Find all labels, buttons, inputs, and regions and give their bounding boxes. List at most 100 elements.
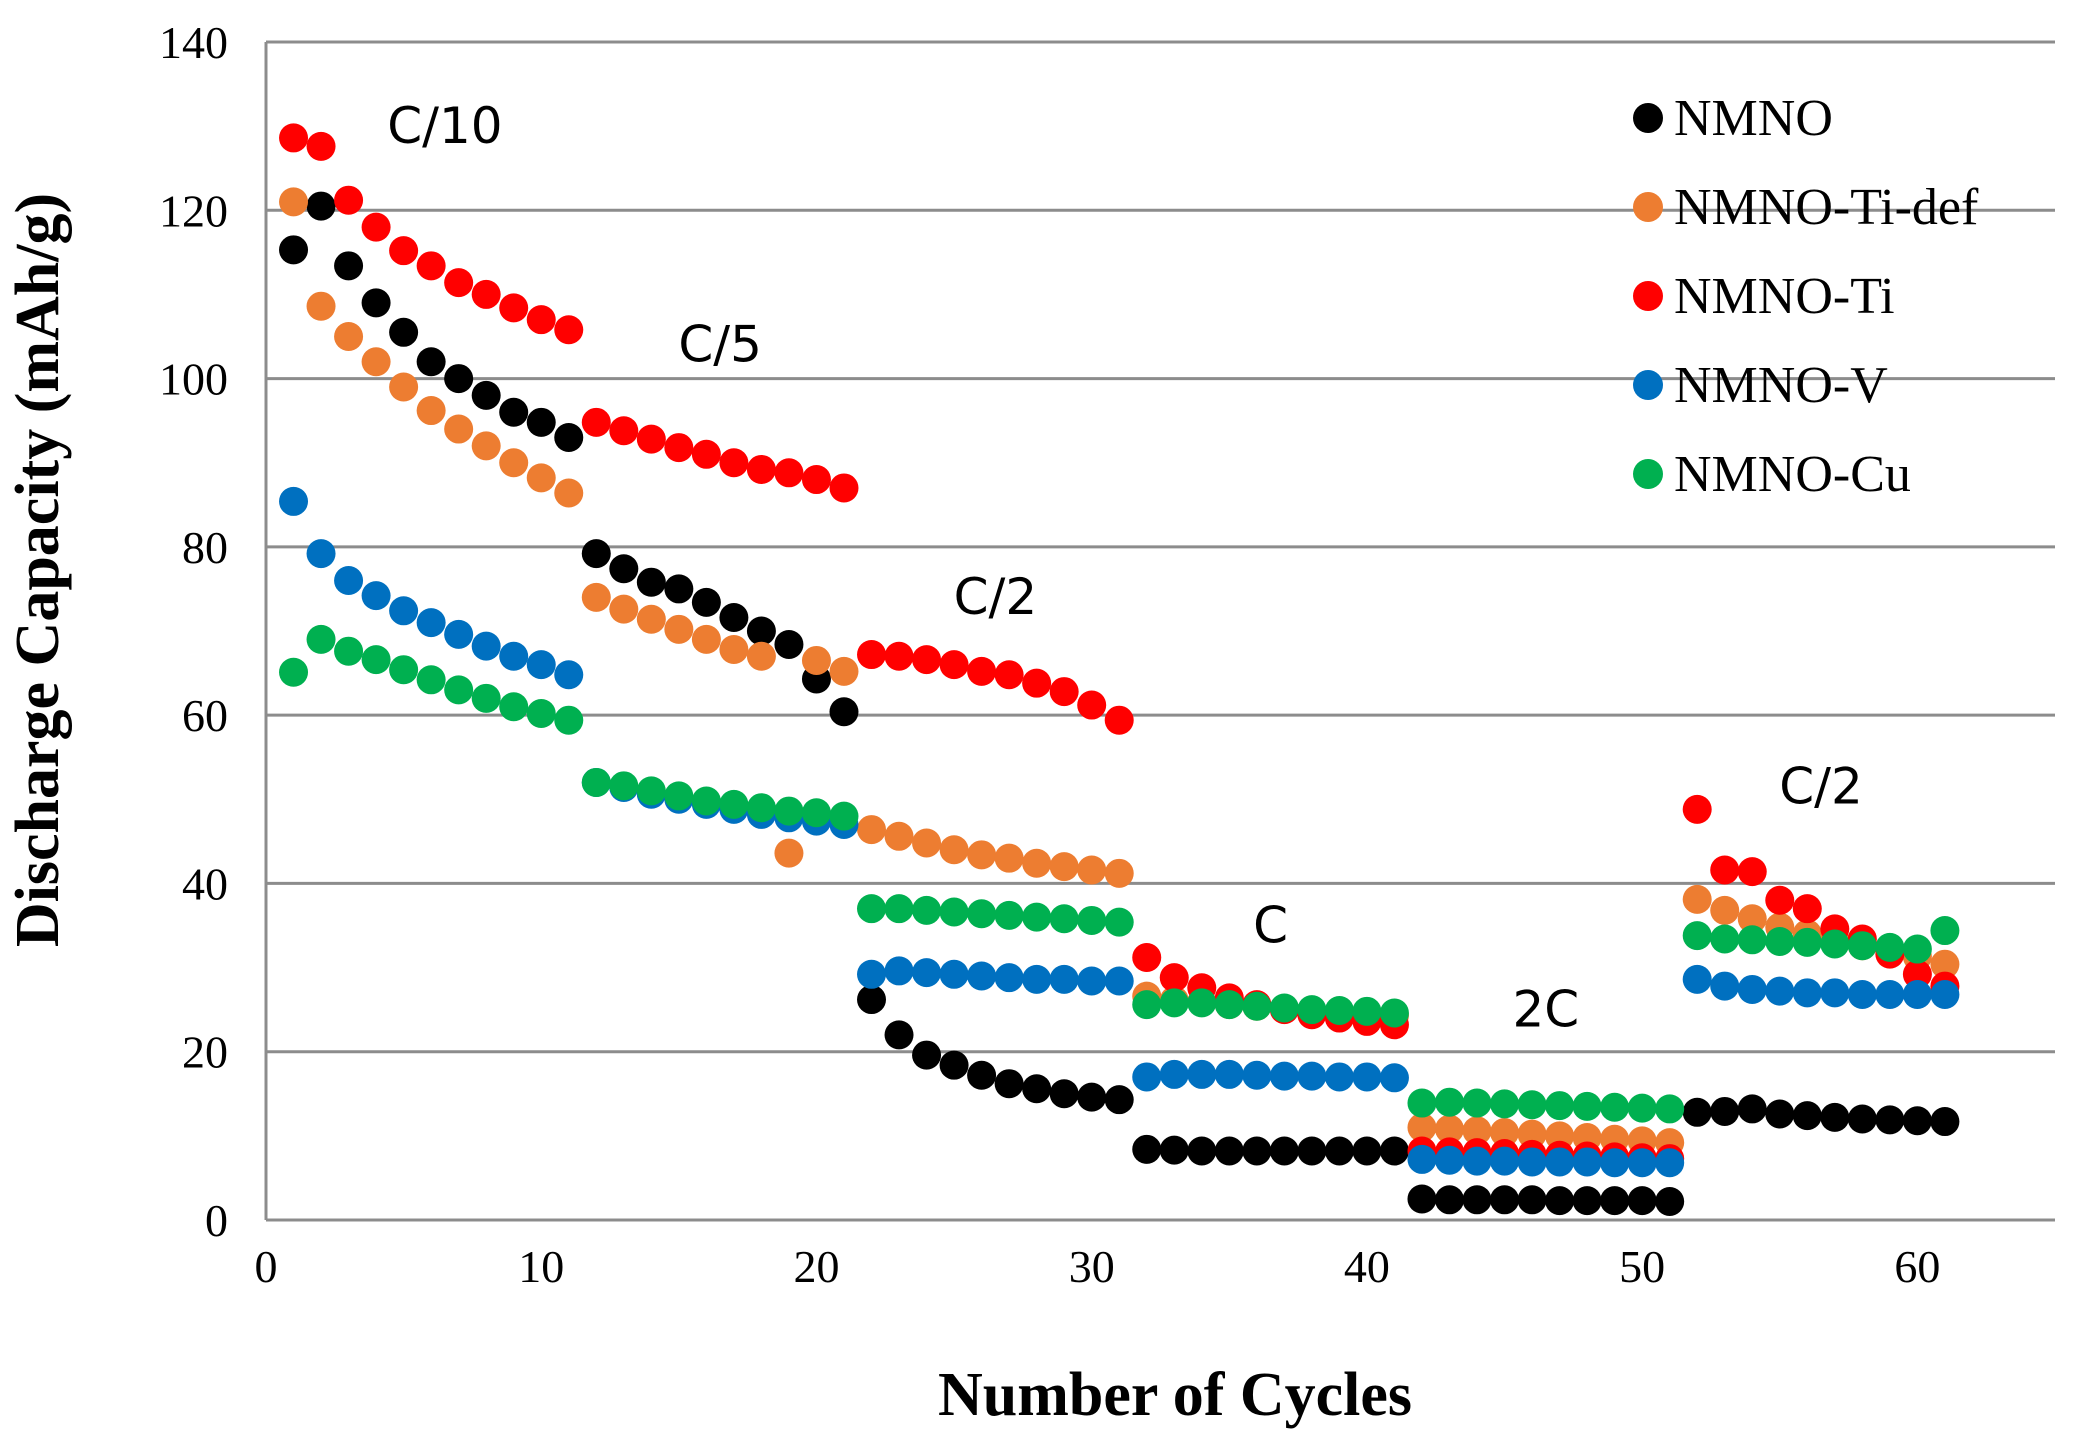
data-point <box>939 897 969 927</box>
rate-annotation: C/10 <box>387 97 502 155</box>
data-point <box>1104 705 1134 735</box>
data-point <box>1792 894 1822 924</box>
data-point <box>939 959 969 989</box>
x-tick-label: 10 <box>518 1241 564 1292</box>
data-point <box>719 448 749 478</box>
legend-marker <box>1633 370 1663 400</box>
data-point <box>912 645 942 675</box>
data-point <box>526 650 556 680</box>
y-tick-label: 40 <box>182 858 228 909</box>
legend-marker <box>1633 192 1663 222</box>
data-point <box>774 838 804 868</box>
data-point <box>1572 1091 1602 1121</box>
data-point <box>857 815 887 845</box>
data-point <box>1902 979 1932 1009</box>
data-point <box>526 463 556 493</box>
data-point <box>444 619 474 649</box>
data-point <box>554 422 584 452</box>
data-point <box>1214 1136 1244 1166</box>
data-point <box>1159 1059 1189 1089</box>
data-point <box>1627 1093 1657 1123</box>
data-point <box>967 899 997 929</box>
y-tick-label: 60 <box>182 690 228 741</box>
data-point <box>636 604 666 634</box>
data-point <box>774 629 804 659</box>
data-point <box>994 900 1024 930</box>
data-point <box>306 539 336 569</box>
data-point <box>1737 857 1767 887</box>
data-point <box>554 315 584 345</box>
data-point <box>1902 934 1932 964</box>
data-point <box>499 448 529 478</box>
data-point <box>746 454 776 484</box>
data-point <box>416 251 446 281</box>
legend-marker <box>1633 459 1663 489</box>
data-point <box>526 407 556 437</box>
y-tick-label: 0 <box>205 1195 228 1246</box>
data-point <box>1407 1088 1437 1118</box>
y-tick-label: 100 <box>159 354 228 405</box>
x-tick-label: 0 <box>255 1241 278 1292</box>
data-point <box>1214 990 1244 1020</box>
data-point <box>499 641 529 671</box>
data-point <box>1022 668 1052 698</box>
x-tick-label: 40 <box>1344 1241 1390 1292</box>
data-point <box>471 431 501 461</box>
data-point <box>554 660 584 690</box>
data-point <box>1627 1148 1657 1178</box>
data-point <box>471 631 501 661</box>
data-point <box>361 347 391 377</box>
data-point <box>1049 1079 1079 1109</box>
data-point <box>967 656 997 686</box>
data-point <box>1600 1092 1630 1122</box>
data-point <box>719 635 749 665</box>
data-point <box>1490 1185 1520 1215</box>
data-point <box>1049 964 1079 994</box>
data-point <box>361 581 391 611</box>
data-point <box>719 789 749 819</box>
data-point <box>884 894 914 924</box>
data-point <box>1820 929 1850 959</box>
data-point <box>1737 1094 1767 1124</box>
data-point <box>1104 858 1134 888</box>
data-point <box>1710 971 1740 1001</box>
data-point <box>1159 963 1189 993</box>
data-point <box>994 660 1024 690</box>
y-tick-label: 80 <box>182 522 228 573</box>
data-point <box>967 840 997 870</box>
data-point <box>1159 1135 1189 1165</box>
data-point <box>1875 932 1905 962</box>
data-point <box>967 961 997 991</box>
data-point <box>1875 979 1905 1009</box>
data-point <box>829 473 859 503</box>
data-point <box>1462 1146 1492 1176</box>
rate-annotation: 2C <box>1512 980 1579 1038</box>
data-point <box>1847 979 1877 1009</box>
data-point <box>1104 907 1134 937</box>
data-point <box>1517 1147 1547 1177</box>
data-point <box>1765 976 1795 1006</box>
data-point <box>581 407 611 437</box>
data-point <box>1517 1090 1547 1120</box>
data-point <box>279 187 309 217</box>
data-point <box>1765 1099 1795 1129</box>
data-point <box>1022 1074 1052 1104</box>
data-point <box>1159 988 1189 1018</box>
data-point <box>471 279 501 309</box>
data-point <box>1930 916 1960 946</box>
data-point <box>939 650 969 680</box>
series-nmno <box>279 191 1960 1216</box>
data-point <box>416 347 446 377</box>
data-point <box>1214 1059 1244 1089</box>
data-point <box>471 380 501 410</box>
data-point <box>306 291 336 321</box>
data-point <box>1737 904 1767 934</box>
data-point <box>884 641 914 671</box>
data-point <box>1655 1186 1685 1216</box>
data-point <box>1297 995 1327 1025</box>
data-point <box>1352 996 1382 1026</box>
data-point <box>554 705 584 735</box>
data-point <box>389 317 419 347</box>
data-point <box>499 397 529 427</box>
